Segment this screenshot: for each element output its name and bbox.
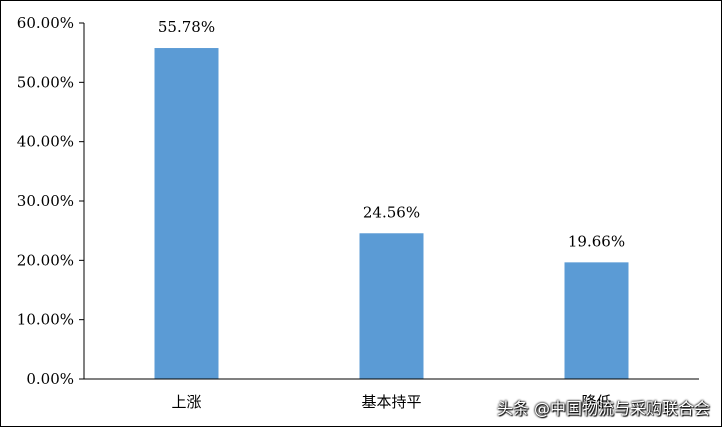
y-tick-label: 40.00% [17,133,74,151]
bar [359,233,424,379]
bars [154,48,629,379]
x-category-label: 基本持平 [361,393,421,411]
y-tick-label: 10.00% [17,311,74,329]
y-tick-label: 20.00% [17,251,74,269]
bar-data-label: 55.78% [158,18,215,36]
y-axis-ticks: 0.00% 10.00% 20.00% 30.00% 40.00% 50.00% 60.00… [17,14,84,388]
bar-data-label: 19.66% [568,232,625,250]
x-category-label: 上涨 [171,393,201,411]
category-labels: 上涨 基本持平 降低 [171,393,611,411]
y-tick-label: 0.00% [26,370,74,388]
bar [564,262,629,379]
bar-data-label: 24.56% [363,203,420,221]
bar [154,48,219,379]
x-category-label: 降低 [581,393,611,411]
data-labels: 55.78% 24.56% 19.66% [158,18,625,250]
y-tick-label: 30.00% [17,192,74,210]
watermark-text: 头条 @中国物流与采购联合会 [496,399,710,418]
y-tick-label: 50.00% [17,73,74,91]
y-tick-label: 60.00% [17,14,74,32]
